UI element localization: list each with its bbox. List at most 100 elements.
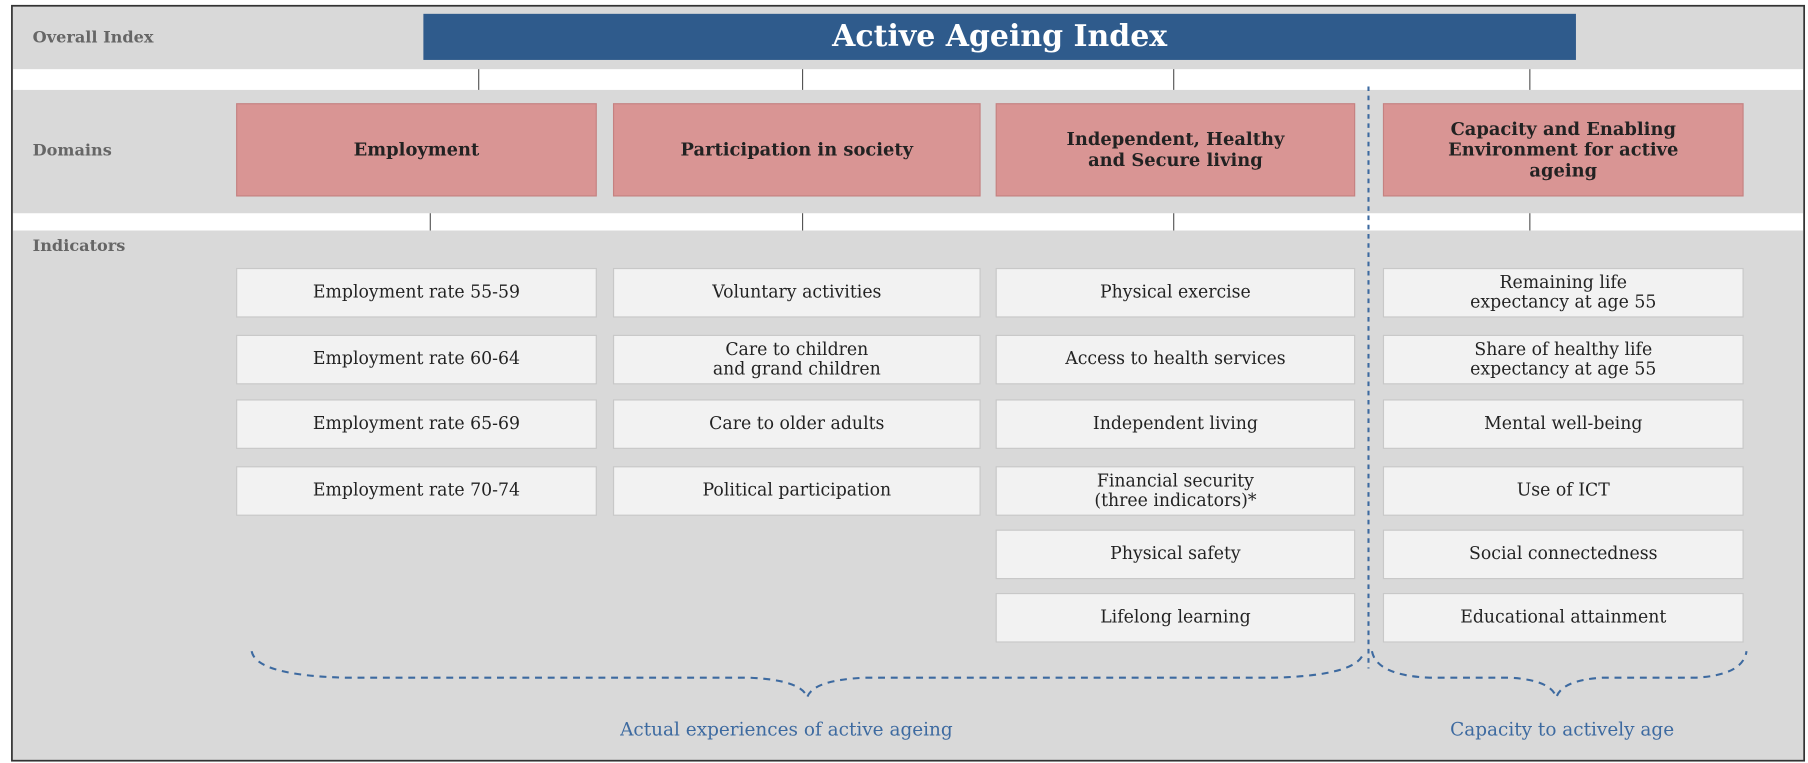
indicator-text: Access to health services [996, 335, 1354, 383]
domain-text: Capacity and Enabling Environment for act… [1383, 104, 1743, 196]
indicator-box [1382, 529, 1744, 580]
indicator-text: Lifelong learning [996, 594, 1354, 642]
indicator-text: Remaining life expectancy at age 55 [1383, 269, 1743, 317]
text-line: Employment [353, 138, 480, 161]
domain-text: Employment [237, 104, 597, 196]
indicator-text: Political participation [614, 467, 981, 515]
indicator-text: Employment rate 65-69 [237, 400, 597, 448]
separator [13, 69, 1804, 90]
text-line: Environment for active [1448, 138, 1679, 161]
indicator-text: Use of ICT [1383, 467, 1743, 515]
text-line: Social connectedness [1469, 543, 1658, 565]
indicator-box [1382, 334, 1744, 385]
indicator-box [1382, 466, 1744, 516]
domain-text: Participation in society [614, 104, 981, 196]
text-line: Employment rate 70-74 [312, 479, 520, 501]
text-line: Educational attainment [1460, 606, 1667, 628]
indicator-label: Employment rate 65-69 [237, 400, 597, 448]
domain-label: Participation in society [614, 104, 981, 196]
indicator-box [995, 529, 1356, 580]
indicator-box [1382, 399, 1744, 449]
indicator-text: Care to children and grand children [614, 335, 981, 383]
text-line: Use of ICT [1516, 479, 1610, 501]
domain-box [612, 103, 981, 197]
indicator-text: Employment rate 55-59 [237, 269, 597, 317]
brace [250, 650, 1365, 701]
connectors [429, 69, 1531, 231]
indicator-label: Educational attainment [1460, 606, 1667, 628]
text-line: Lifelong learning [1100, 606, 1251, 628]
brace [1370, 650, 1748, 701]
indicator-text: Physical safety [996, 530, 1354, 578]
indicator-box [236, 267, 597, 318]
indicator-text: Employment rate 60-64 [237, 335, 597, 383]
title-bar [423, 13, 1576, 60]
indicator-label: Employment rate 70-74 [237, 467, 597, 515]
indicator-text: Social connectedness [1383, 530, 1743, 578]
domain-box [236, 103, 597, 197]
indicator-box [612, 334, 981, 385]
indicator-text: Share of healthy life expectancy at age 5… [1383, 335, 1743, 383]
row-label: Indicators [33, 236, 126, 255]
separator [13, 213, 1804, 231]
text-line: Employment rate 65-69 [312, 413, 520, 434]
indicator-text: Voluntary activities [614, 269, 981, 317]
text-line: Care to older adults [709, 413, 885, 434]
indicator-label: Employment rate 60-64 [237, 335, 597, 383]
text-line: Access to health services [1065, 348, 1286, 370]
text-line: Remaining life [1499, 271, 1628, 293]
indicator-box [236, 466, 597, 516]
text-line: Independent, Healthy [1066, 128, 1285, 151]
indicator-label: Voluntary activities [614, 269, 981, 317]
indicator-label: Financial security(three indicators)* [996, 467, 1354, 515]
indicator-box [612, 466, 981, 516]
text-line: expectancy at age 55 [1470, 358, 1657, 380]
text-line: Independent living [1092, 413, 1259, 434]
indicator-box [612, 399, 981, 449]
indicator-box [1382, 592, 1744, 643]
indicator-label: Physical safety [996, 530, 1354, 578]
indicator-label: Employment rate 55-59 [237, 269, 597, 317]
indicator-box [995, 334, 1356, 385]
indicator-box [995, 399, 1356, 449]
indicator-label: Physical exercise [1100, 282, 1251, 302]
text-line: Employment rate 60-64 [312, 348, 520, 370]
group-label: Actual experiences of active ageing [619, 720, 953, 741]
text-line: Political participation [702, 479, 892, 501]
row-label: Overall Index [33, 28, 154, 47]
indicator-text: Mental well-being [1383, 400, 1743, 448]
indicator-label: Political participation [614, 467, 981, 515]
indicator-label: Social connectedness [1383, 530, 1743, 578]
indicator-text: Financial security (three indicators)* [996, 467, 1354, 515]
indicator-box [236, 334, 597, 385]
text-line: Employment rate 55-59 [312, 281, 520, 303]
indicator-box [995, 592, 1356, 643]
indicator-label: Mental well-being [1383, 400, 1743, 448]
indicator-text: Employment rate 70-74 [237, 467, 597, 515]
indicator-box [995, 466, 1356, 516]
title: Active Ageing Index [831, 19, 1168, 54]
indicator-label: Care to older adults [614, 400, 981, 448]
text-line: Capacity and Enabling [1450, 117, 1676, 140]
text-line: expectancy at age 55 [1470, 291, 1657, 313]
indicator-box [1382, 267, 1744, 318]
indicator-label: Use of ICT [1383, 467, 1743, 515]
text-line: and Secure living [1088, 148, 1263, 171]
text-line: Physical safety [1110, 543, 1241, 565]
text-line: (three indicators)* [1094, 489, 1257, 511]
indicator-box [612, 267, 981, 318]
indicator-label: Independent living [1092, 413, 1259, 434]
indicator-box [995, 267, 1356, 318]
boxes: Employment Employment rate 55-59 Employmen… [236, 103, 1744, 643]
domain-box [1382, 103, 1744, 197]
text-line: Mental well-being [1484, 413, 1643, 434]
row-label: Domains [33, 140, 112, 159]
indicator-text: Care to older adults [614, 400, 981, 448]
text-line: and grand children [712, 358, 881, 380]
